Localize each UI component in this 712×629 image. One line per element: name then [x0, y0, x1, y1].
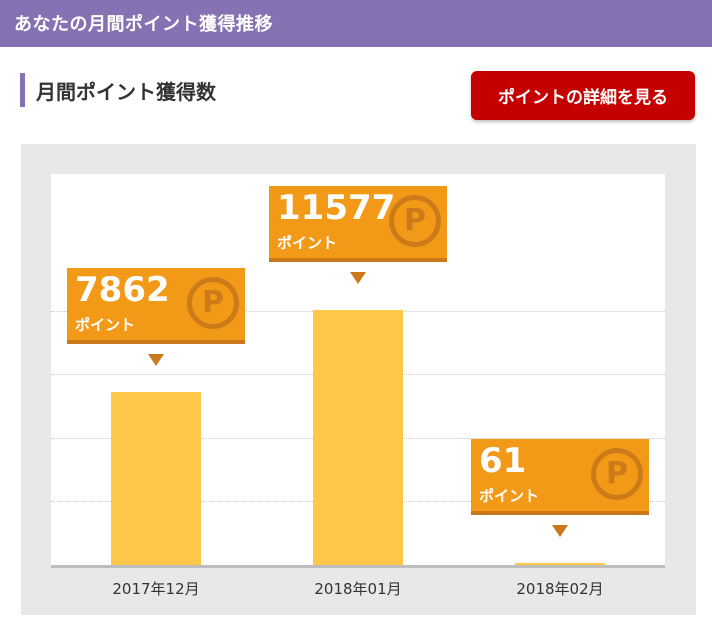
data-label-unit: ポイント	[277, 234, 338, 252]
point-coin-icon	[187, 276, 239, 329]
point-details-button[interactable]: ポイントの詳細を見る	[471, 71, 695, 120]
point-coin-icon	[591, 448, 643, 500]
data-label-value: 61	[479, 441, 527, 481]
value-callout: 11577 ポイント	[269, 186, 447, 262]
page-title: あなたの月間ポイント獲得推移	[14, 14, 273, 35]
x-axis-tick-label: 2018年02月	[516, 580, 604, 598]
point-coin-icon	[389, 195, 441, 247]
data-label-unit: ポイント	[479, 487, 540, 505]
chart-bar	[515, 563, 605, 565]
x-axis-tick-label: 2017年12月	[112, 580, 200, 598]
section-accent-bar	[20, 73, 25, 107]
section-title: 月間ポイント獲得数	[36, 80, 216, 104]
value-callout: 61 ポイント	[471, 439, 649, 515]
data-label-value: 7862	[75, 269, 170, 310]
value-callout: 7862 ポイント	[67, 267, 245, 344]
chart-baseline	[51, 565, 665, 568]
x-axis-tick-label: 2018年01月	[314, 580, 402, 598]
callout-pointer-icon	[350, 272, 366, 284]
page-header: あなたの月間ポイント獲得推移	[0, 0, 712, 47]
data-label-value: 11577	[277, 188, 396, 228]
chart-bar	[313, 310, 403, 565]
callout-pointer-icon	[148, 353, 164, 366]
data-label-unit: ポイント	[75, 315, 136, 334]
callout-pointer-icon	[552, 525, 568, 537]
chart-bar	[111, 391, 201, 565]
